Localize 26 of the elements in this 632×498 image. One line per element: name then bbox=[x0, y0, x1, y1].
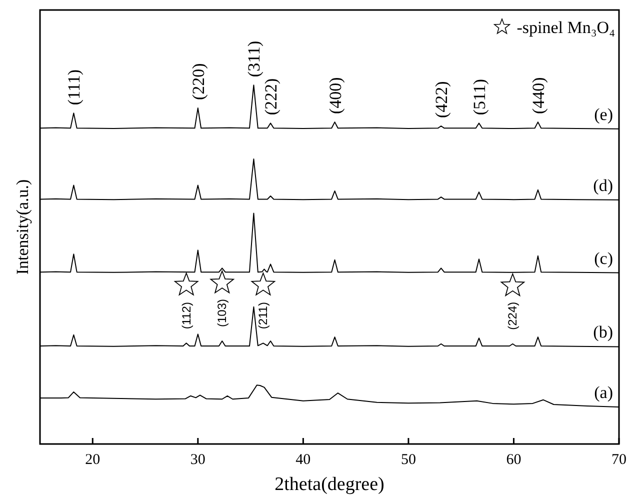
x-tick-label: 70 bbox=[612, 452, 626, 468]
annotation: (224) bbox=[506, 302, 520, 330]
series-label: (c) bbox=[594, 248, 613, 268]
series-label: (d) bbox=[593, 176, 613, 195]
annotation: (422) bbox=[432, 81, 452, 118]
annotation: (511) bbox=[470, 78, 489, 116]
annotation: (111) bbox=[64, 70, 84, 106]
y-axis-title: Intensity(a.u.) bbox=[13, 179, 32, 275]
annotation: (112) bbox=[179, 302, 194, 330]
annotation: (220) bbox=[188, 63, 208, 100]
annotation: (211) bbox=[256, 302, 270, 330]
x-tick-label: 20 bbox=[85, 452, 100, 468]
series-label: (a) bbox=[594, 383, 613, 402]
annotation: (311) bbox=[244, 40, 264, 78]
annotation: (103) bbox=[215, 298, 230, 327]
series-label: (b) bbox=[593, 322, 613, 342]
series-label: (e) bbox=[594, 104, 613, 124]
text: -spinel Mn₃O₄ bbox=[516, 18, 616, 37]
x-tick-label: 30 bbox=[190, 452, 206, 468]
annotation: (222) bbox=[262, 78, 281, 116]
x-tick-label: 60 bbox=[506, 452, 522, 468]
x-axis-title: 2theta(degree) bbox=[274, 474, 384, 495]
x-tick-label: 40 bbox=[296, 452, 311, 468]
annotation: (440) bbox=[528, 77, 548, 114]
x-tick-label: 50 bbox=[400, 452, 416, 468]
annotation: (400) bbox=[326, 77, 345, 114]
